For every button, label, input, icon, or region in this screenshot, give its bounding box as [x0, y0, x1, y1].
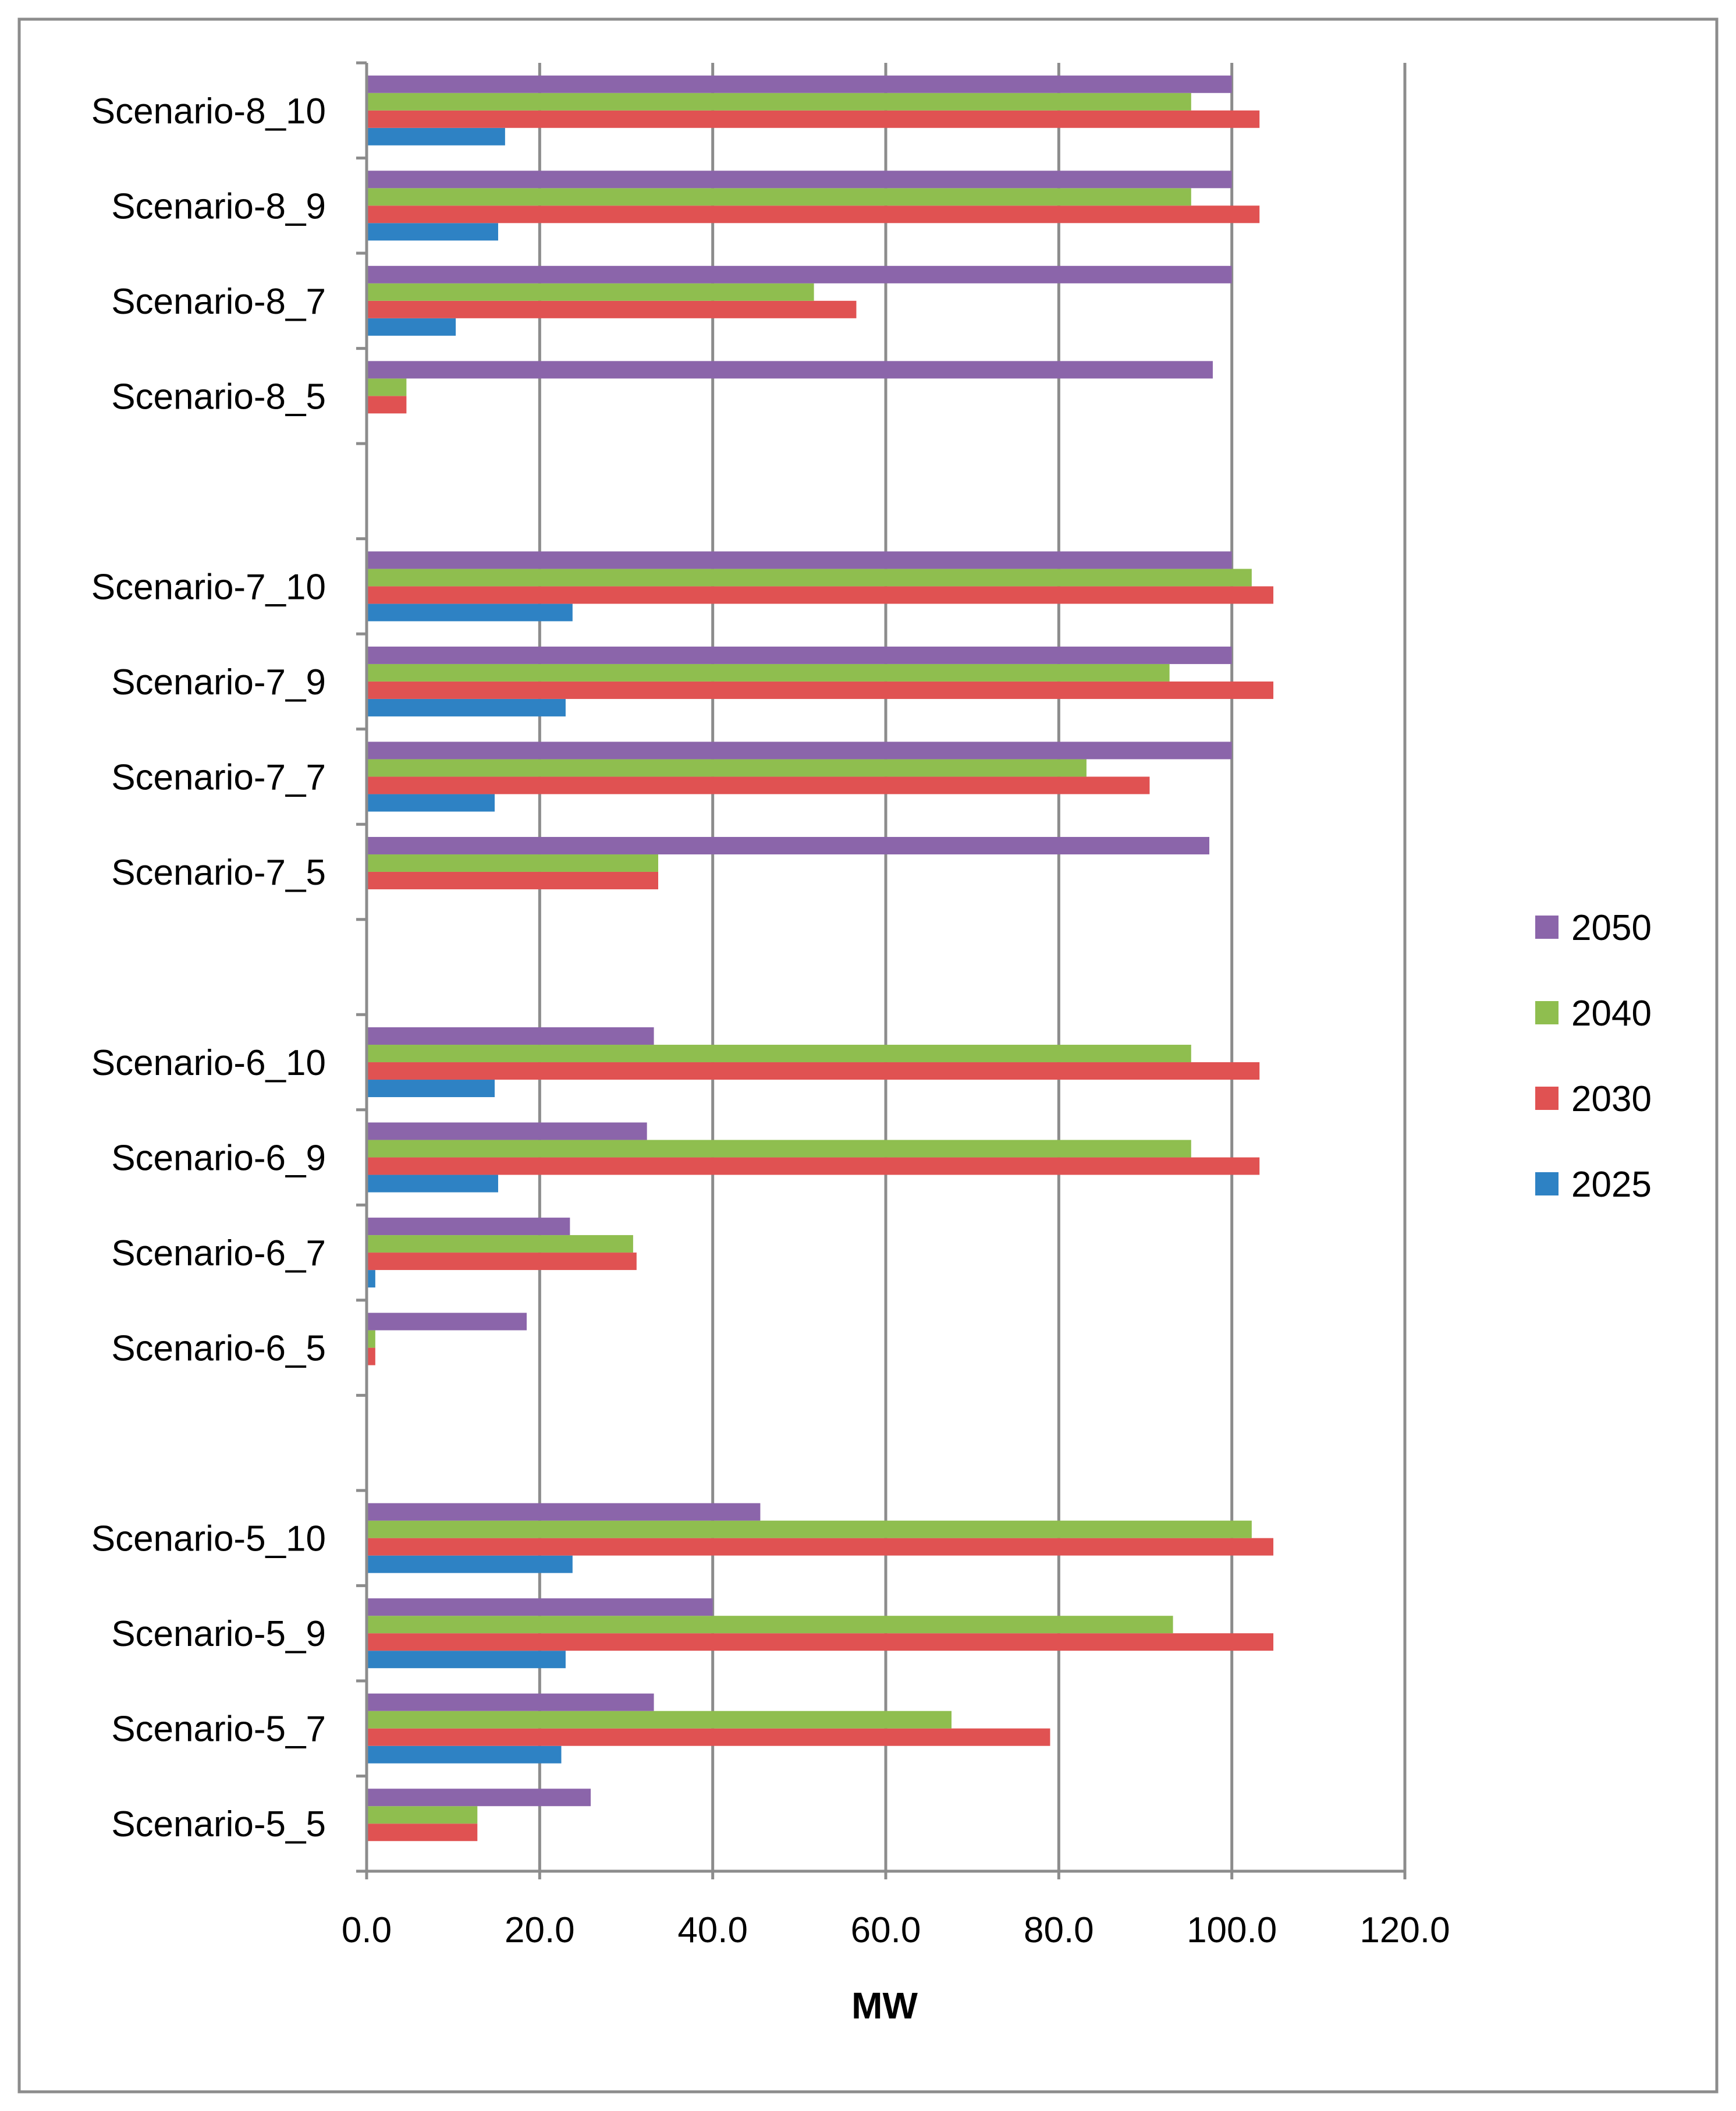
bar-2040 — [367, 1235, 633, 1253]
bar-2040 — [367, 1330, 375, 1348]
bar-2030 — [367, 1823, 478, 1842]
bar-2040 — [367, 854, 659, 872]
bar-2030 — [367, 396, 407, 414]
legend-swatch-2040 — [1535, 1001, 1559, 1024]
bar-2050 — [367, 265, 1232, 283]
bar-2040 — [367, 664, 1170, 682]
bar-2030 — [367, 110, 1260, 128]
bar-2040 — [367, 1806, 478, 1824]
bar-2025 — [367, 1270, 375, 1288]
bar-2040 — [367, 759, 1087, 777]
bar-2025 — [367, 1555, 573, 1573]
bar-2025 — [367, 127, 505, 146]
bar-2025 — [367, 604, 573, 622]
category-label: Scenario-8_7 — [111, 282, 326, 322]
x-tick-label: 60.0 — [851, 1910, 921, 1950]
bar-2030 — [367, 681, 1274, 699]
category-label: Scenario-5_5 — [111, 1804, 326, 1844]
bar-2030 — [367, 1157, 1260, 1175]
bar-2025 — [367, 1175, 498, 1193]
bar-2050 — [367, 1027, 654, 1045]
bar-2040 — [367, 1711, 952, 1729]
bar-2050 — [367, 1503, 761, 1521]
category-label: Scenario-5_10 — [91, 1519, 326, 1559]
bar-2030 — [367, 1062, 1260, 1080]
legend-swatch-2030 — [1535, 1087, 1559, 1110]
category-label: Scenario-7_9 — [111, 662, 326, 703]
bar-2050 — [367, 1789, 591, 1807]
legend-label-2030: 2030 — [1571, 1079, 1652, 1119]
bar-2050 — [367, 1598, 713, 1616]
bar-2025 — [367, 223, 498, 241]
x-tick-label: 40.0 — [677, 1910, 748, 1950]
category-label: Scenario-8_10 — [91, 91, 326, 132]
bar-2040 — [367, 1140, 1191, 1158]
x-tick-label: 0.0 — [342, 1910, 392, 1950]
category-label: Scenario-6_5 — [111, 1329, 326, 1369]
bar-2050 — [367, 171, 1232, 189]
bar-2030 — [367, 1728, 1050, 1746]
bar-2030 — [367, 1253, 637, 1271]
bar-2030 — [367, 586, 1274, 604]
category-label: Scenario-6_7 — [111, 1233, 326, 1273]
category-label: Scenario-8_5 — [111, 377, 326, 417]
bar-2050 — [367, 551, 1232, 569]
bar-2030 — [367, 871, 659, 889]
bar-2030 — [367, 776, 1150, 794]
bar-2030 — [367, 1538, 1274, 1556]
legend-swatch-2025 — [1535, 1172, 1559, 1195]
bar-2040 — [367, 569, 1252, 587]
legend-label-2050: 2050 — [1571, 908, 1652, 948]
bar-2030 — [367, 1633, 1274, 1651]
bar-2025 — [367, 318, 456, 336]
category-label: Scenario-5_7 — [111, 1709, 326, 1750]
x-tick-labels: 0.0 20.0 40.0 60.0 80.0 100.0 120.0 — [342, 1910, 1450, 1950]
category-label: Scenario-5_9 — [111, 1614, 326, 1654]
bar-2050 — [367, 741, 1232, 760]
category-label: Scenario-7_5 — [111, 853, 326, 893]
category-label: Scenario-6_10 — [91, 1043, 326, 1083]
bar-2025 — [367, 1080, 495, 1098]
bar-2050 — [367, 1312, 527, 1331]
bar-2040 — [367, 1045, 1191, 1063]
bar-2025 — [367, 794, 495, 812]
bar-2050 — [367, 1122, 647, 1140]
category-label: Scenario-8_9 — [111, 186, 326, 226]
category-label: Scenario-7_10 — [91, 567, 326, 607]
bar-2030 — [367, 300, 857, 318]
bar-2030 — [367, 205, 1260, 223]
x-tick-label: 100.0 — [1187, 1910, 1277, 1950]
bar-2050 — [367, 75, 1232, 93]
bar-2050 — [367, 1693, 654, 1711]
bar-2050 — [367, 646, 1232, 664]
bar-2025 — [367, 1745, 562, 1764]
x-tick-label: 20.0 — [505, 1910, 575, 1950]
legend-label-2040: 2040 — [1571, 994, 1652, 1034]
bar-2050 — [367, 361, 1213, 379]
bar-2040 — [367, 1616, 1173, 1634]
legend-swatch-2050 — [1535, 916, 1559, 939]
bar-2040 — [367, 378, 407, 396]
x-axis-title: MW — [851, 1985, 918, 2027]
legend: 2050 2040 2030 2025 — [1535, 908, 1652, 1205]
axes — [356, 61, 1407, 1879]
bar-2030 — [367, 1347, 375, 1365]
bar-2050 — [367, 836, 1210, 854]
bar-2040 — [367, 283, 814, 301]
bars — [367, 75, 1274, 1842]
x-tick-label: 120.0 — [1359, 1910, 1450, 1950]
category-label: Scenario-6_9 — [111, 1138, 326, 1179]
legend-label-2025: 2025 — [1571, 1165, 1652, 1205]
category-label: Scenario-7_7 — [111, 757, 326, 797]
bar-2025 — [367, 1651, 566, 1669]
bar-2040 — [367, 1520, 1252, 1538]
bar-2040 — [367, 188, 1191, 206]
bar-2025 — [367, 698, 566, 716]
bar-2040 — [367, 93, 1191, 111]
x-tick-label: 80.0 — [1024, 1910, 1094, 1950]
bar-2050 — [367, 1218, 570, 1236]
category-labels: Scenario-5_5 Scenario-5_7 Scenario-5_9 Scen… — [91, 91, 326, 1844]
